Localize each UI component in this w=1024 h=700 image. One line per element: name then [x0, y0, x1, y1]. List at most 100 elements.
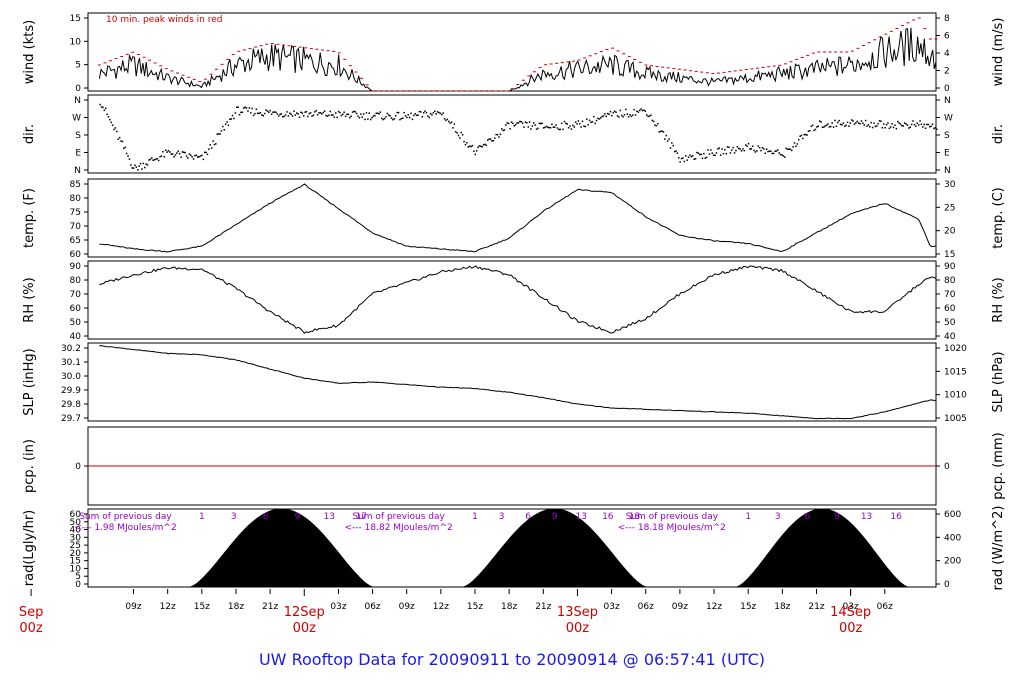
wind-dir-point: [601, 115, 603, 118]
tick-label-wind-right: 4: [944, 49, 950, 59]
wind-dir-point: [920, 123, 923, 125]
wind-dir-point: [632, 114, 634, 116]
radiation-note-title: Sum of previous day: [352, 512, 445, 522]
wind-dir-point: [912, 120, 914, 122]
wind-dir-point: [156, 157, 159, 160]
wind-dir-point: [245, 107, 248, 109]
wind-dir-point: [276, 113, 278, 115]
wind-dir-point: [844, 125, 846, 127]
wind-dir-point: [696, 151, 698, 154]
wind-dir-point: [885, 124, 888, 126]
axis-label-dir-left: dir.: [22, 124, 37, 144]
wind-dir-point: [676, 152, 679, 154]
radiation-hour-label: 13: [861, 512, 872, 522]
wind-dir-point: [205, 151, 207, 154]
wind-dir-point: [523, 126, 525, 128]
radiation-hour-label: 16: [602, 512, 614, 522]
wind-dir-point: [527, 126, 529, 128]
wind-dir-point: [897, 120, 899, 123]
wind-dir-point: [296, 112, 298, 114]
wind-dir-point: [110, 121, 112, 124]
wind-dir-point: [534, 124, 536, 126]
time-tick-label: 03z: [843, 602, 859, 612]
wind-dir-point: [544, 126, 546, 129]
tick-label-slp-right: 1015: [944, 367, 967, 377]
wind-dir-point: [411, 118, 414, 121]
wind-dir-point: [841, 124, 843, 126]
wind-dir-point: [633, 108, 635, 111]
date-label-hour: 00z: [19, 621, 43, 636]
wind-dir-point: [420, 111, 422, 113]
tick-label-temp-right: 20: [944, 227, 956, 237]
wind-dir-point: [531, 125, 534, 127]
wind-dir-point: [374, 114, 376, 117]
wind-dir-point: [164, 149, 167, 151]
wind-dir-point: [127, 155, 129, 157]
wind-dir-point: [287, 115, 290, 117]
tick-label-wind-right: 0: [944, 84, 950, 94]
time-tick-label: 03z: [604, 602, 620, 612]
tick-label-rh-right: 40: [944, 332, 956, 342]
wind-dir-point: [432, 112, 435, 114]
wind-dir-point: [625, 108, 627, 111]
wind-dir-point: [404, 115, 407, 117]
tick-label-wind-left: 10: [70, 37, 82, 47]
wind-dir-point: [499, 133, 502, 136]
wind-dir-point: [799, 135, 801, 137]
wind-dir-point: [402, 117, 404, 119]
wind-dir-point: [263, 112, 266, 115]
wind-dir-point: [130, 164, 132, 166]
wind-dir-point: [160, 155, 163, 157]
tick-label-dir-right: N: [944, 166, 951, 176]
tick-label-rad-right: 0: [944, 580, 950, 590]
wind-dir-point: [690, 155, 693, 158]
wind-dir-point: [637, 111, 640, 113]
wind-dir-point: [343, 111, 345, 113]
wind-dir-point: [910, 123, 913, 126]
wind-dir-point: [891, 123, 893, 125]
radiation-hour-label: 13: [576, 512, 587, 522]
wind-dir-point: [495, 133, 497, 136]
wind-dir-point: [208, 148, 210, 150]
tick-label-rh-left: 90: [70, 262, 82, 272]
wind-dir-point: [494, 137, 496, 139]
wind-dir-point: [559, 128, 561, 131]
radiation-note-sum: <--- 1.98 MJoules/m^2: [74, 523, 176, 533]
wind-dir-point: [919, 120, 921, 122]
date-label-hour: 00z: [566, 621, 590, 636]
wind-dir-point: [765, 148, 768, 150]
wind-dir-point: [195, 154, 198, 157]
wind-dir-point: [157, 159, 160, 162]
wind-dir-point: [517, 122, 520, 124]
time-tick-label: 09z: [125, 602, 141, 612]
wind-dir-point: [873, 122, 875, 124]
wind-dir-point: [275, 111, 277, 113]
wind-dir-point: [739, 148, 741, 150]
wind-dir-point: [535, 128, 538, 130]
wind-dir-point: [772, 152, 775, 155]
wind-dir-point: [314, 111, 316, 113]
wind-dir-point: [646, 114, 648, 116]
wind-dir-point: [216, 133, 218, 135]
wind-dir-point: [415, 114, 418, 117]
wind-dir-point: [330, 114, 333, 116]
wind-dir-point: [99, 103, 101, 106]
wind-dir-point: [701, 157, 704, 160]
wind-dir-point: [171, 153, 174, 155]
wind-dir-point: [509, 128, 511, 130]
wind-dir-point: [634, 114, 637, 116]
wind-dir-point: [707, 149, 709, 151]
wind-dir-point: [325, 114, 327, 117]
wind-dir-point: [307, 115, 309, 118]
wind-dir-point: [775, 150, 778, 152]
wind-dir-point: [209, 144, 211, 146]
wind-dir-point: [121, 140, 124, 143]
wind-dir-point: [598, 118, 601, 120]
chart-title: UW Rooftop Data for 20090911 to 20090914…: [258, 650, 766, 669]
wind-dir-point: [593, 115, 595, 118]
wind-dir-point: [883, 123, 885, 125]
wind-dir-point: [206, 153, 209, 156]
tick-label-rh-right: 80: [944, 276, 956, 286]
radiation-hour-label: 3: [499, 512, 505, 522]
wind-dir-point: [936, 128, 938, 130]
